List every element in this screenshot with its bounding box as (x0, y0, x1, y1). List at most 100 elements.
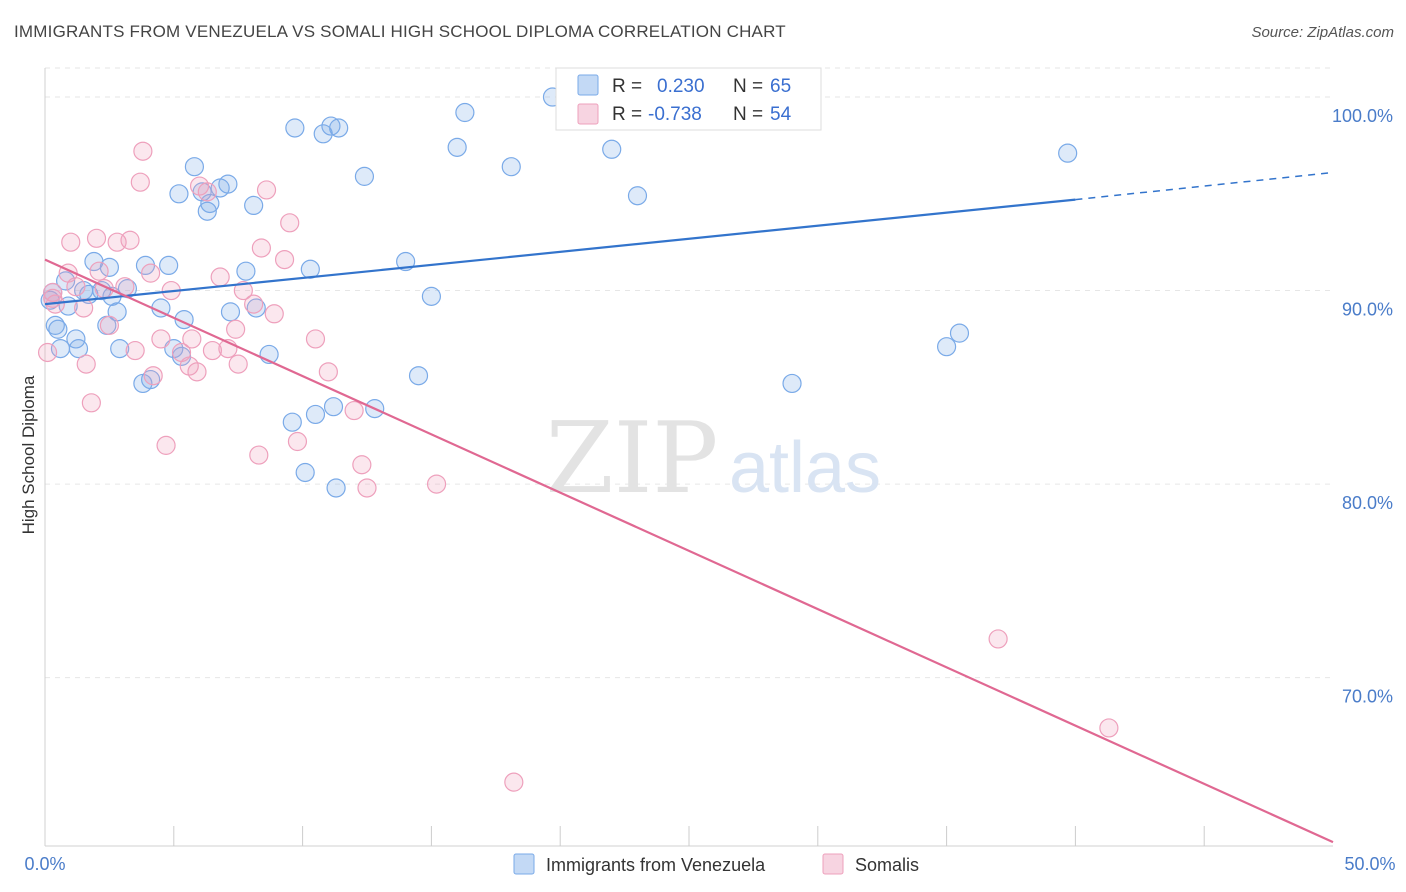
data-point (236, 261, 256, 281)
data-point (68, 339, 89, 359)
data-point (1058, 143, 1078, 163)
data-point (264, 304, 284, 324)
bottom-legend: Immigrants from Venezuela Somalis (513, 853, 919, 875)
data-point (305, 329, 326, 349)
data-point (354, 166, 375, 186)
data-point (56, 271, 76, 291)
trend-line-extension (1075, 171, 1334, 201)
x-tick-label-min: 0.0% (24, 854, 65, 874)
data-point (81, 393, 101, 413)
trend-line (44, 198, 1076, 306)
data-point (447, 137, 467, 157)
watermark-zip: ZIP (546, 402, 719, 516)
legend-n-value-0: 65 (770, 76, 791, 97)
legend-r-label-0: R = (612, 76, 642, 97)
data-point (244, 294, 264, 314)
data-point (455, 102, 475, 123)
data-point (130, 172, 150, 192)
data-point (251, 238, 271, 258)
data-point (220, 302, 241, 322)
legend-r-label-1: R = (612, 104, 642, 125)
data-point (318, 362, 338, 382)
y-tick-label: 90.0% (1342, 300, 1393, 320)
data-point (323, 397, 344, 417)
data-point (187, 362, 207, 382)
data-point (352, 455, 372, 475)
data-point (200, 193, 220, 214)
watermark-atlas: atlas (729, 428, 881, 508)
data-point (274, 249, 295, 270)
data-point (329, 118, 349, 138)
bottom-legend-label-somalis: Somalis (855, 855, 919, 875)
data-point (197, 182, 217, 202)
legend-r-value-0: 0.230 (657, 76, 705, 97)
data-point (197, 201, 217, 221)
data-point (228, 354, 248, 374)
data-point (295, 462, 315, 483)
chart-title: IMMIGRANTS FROM VENEZUELA VS SOMALI HIGH… (14, 22, 786, 41)
data-point (408, 366, 429, 386)
data-point (504, 772, 524, 792)
data-point (426, 474, 447, 494)
data-point (949, 323, 970, 343)
data-point (602, 139, 622, 159)
source-label: Source: ZipAtlas.com (1251, 24, 1394, 41)
bottom-legend-swatch-venezuela (513, 853, 535, 875)
data-point (99, 257, 120, 277)
data-point (282, 412, 302, 432)
data-point (202, 340, 223, 361)
data-point (249, 445, 269, 465)
data-point (66, 277, 86, 297)
data-point (156, 435, 176, 455)
data-point (1099, 718, 1119, 738)
data-point (37, 342, 58, 363)
data-point (936, 337, 957, 357)
data-point (43, 282, 63, 303)
y-tick-label: 100.0% (1332, 106, 1393, 126)
data-point (421, 286, 441, 306)
data-point (48, 319, 68, 339)
data-point (89, 261, 109, 281)
data-point (344, 400, 364, 421)
legend-n-label-1: N = (733, 104, 763, 125)
data-point (326, 478, 346, 498)
data-point (280, 213, 300, 233)
series-venezuela-points (40, 87, 1078, 498)
data-point (189, 176, 210, 196)
bottom-legend-swatch-somalis (822, 853, 844, 875)
watermark: ZIP atlas (546, 402, 881, 516)
data-point (133, 141, 153, 161)
x-tick-label-max: 50.0% (1344, 854, 1395, 874)
data-point (120, 230, 140, 250)
data-point (233, 280, 253, 301)
data-point (182, 329, 202, 349)
data-point (210, 267, 230, 287)
data-point (125, 340, 145, 361)
data-point (151, 329, 171, 349)
legend-frame (555, 67, 822, 131)
y-tick-label: 80.0% (1342, 493, 1393, 513)
y-tick-labels: 70.0% 80.0% 90.0% 100.0% (1332, 106, 1393, 707)
y-tick-label: 70.0% (1342, 687, 1393, 707)
data-point (256, 180, 277, 200)
data-point (988, 629, 1008, 649)
data-point (179, 356, 199, 376)
legend-r-value-1: -0.738 (648, 104, 702, 125)
data-point (110, 339, 130, 359)
data-point (141, 263, 161, 283)
data-point (61, 232, 81, 252)
data-point (143, 366, 163, 386)
data-point (501, 157, 521, 177)
data-point (226, 319, 246, 339)
x-ticks (173, 826, 1205, 846)
legend-box: R = 0.230 N = 65 R = -0.738 N = 54 (555, 67, 822, 131)
data-point (86, 228, 107, 248)
data-point (357, 478, 377, 498)
data-point (74, 298, 94, 318)
data-point (218, 174, 238, 194)
data-point (782, 373, 802, 394)
data-point (76, 354, 96, 374)
data-point (285, 118, 305, 138)
trend-lines (44, 171, 1334, 844)
